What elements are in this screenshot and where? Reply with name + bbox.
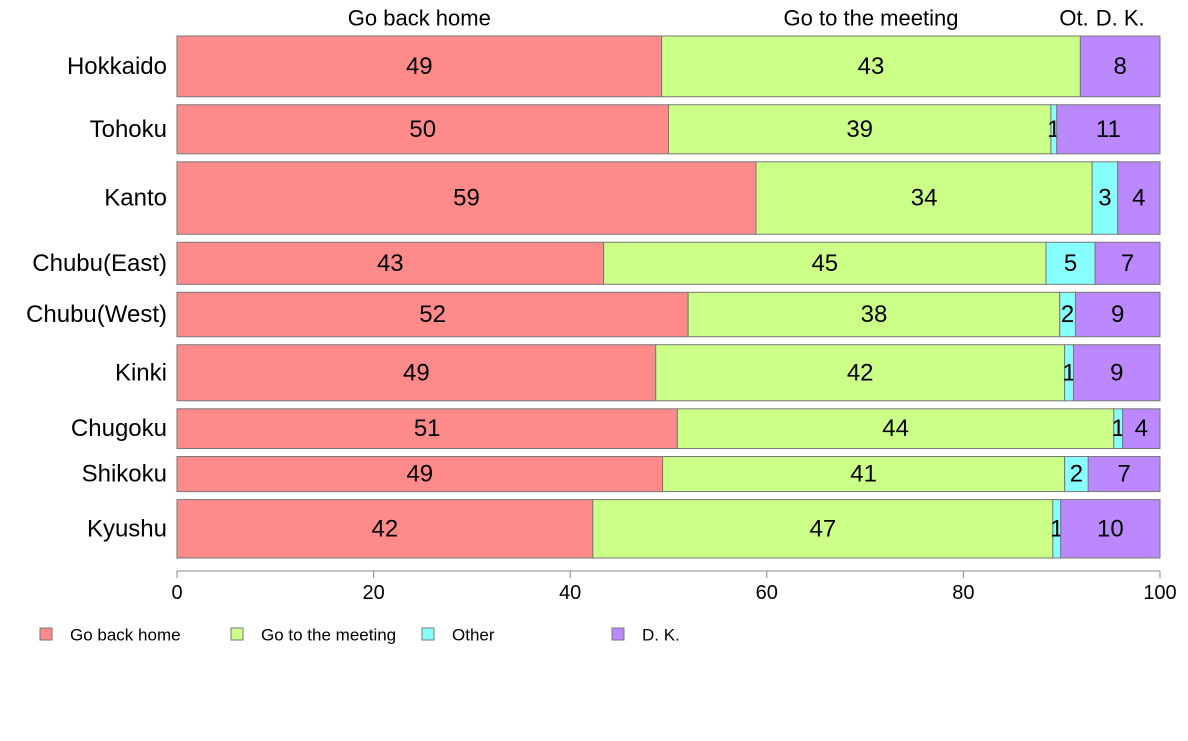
bar-hokkaido-go-back-home <box>176 35 663 98</box>
top-label-d-k: D. K. <box>1096 6 1145 31</box>
data-label-tohoku-go-back-home: 50 <box>409 116 436 143</box>
data-label-kinki-d-k: 9 <box>1110 359 1123 386</box>
data-label-chugoku-d-k: 4 <box>1135 415 1148 442</box>
data-label-chubu-east-go-to-the-meeting: 45 <box>811 250 838 277</box>
data-label-chugoku-go-back-home: 51 <box>414 415 441 442</box>
bar-kyushu-go-to-the-meeting <box>592 499 1054 559</box>
bar-kyushu-d-k <box>1060 499 1161 559</box>
category-label-chugoku: Chugoku <box>71 415 167 442</box>
bar-kanto-go-to-the-meeting <box>755 161 1093 235</box>
bar-chugoku-go-back-home <box>176 408 678 450</box>
data-label-chubu-west-go-back-home: 52 <box>419 301 446 328</box>
category-label-hokkaido: Hokkaido <box>67 53 167 80</box>
bar-chugoku-go-to-the-meeting <box>676 408 1115 450</box>
data-label-kanto-go-to-the-meeting: 34 <box>911 185 938 212</box>
bar-shikoku-go-to-the-meeting <box>662 456 1066 493</box>
bar-kanto-go-back-home <box>176 161 757 235</box>
bar-kinki-d-k <box>1072 344 1161 402</box>
x-tick-label-40: 40 <box>559 582 581 604</box>
category-label-kyushu: Kyushu <box>87 515 167 542</box>
bar-chubu-west-d-k <box>1074 291 1161 338</box>
data-label-chubu-east-other: 5 <box>1064 250 1077 277</box>
data-label-kanto-go-back-home: 59 <box>453 185 480 212</box>
data-label-chubu-east-go-back-home: 43 <box>377 250 404 277</box>
bar-chubu-west-go-to-the-meeting <box>687 291 1061 338</box>
data-label-shikoku-go-back-home: 49 <box>406 461 433 488</box>
bar-shikoku-d-k <box>1087 456 1161 493</box>
bar-chubu-west-go-back-home <box>176 291 689 338</box>
legend-swatch-go-back-home <box>39 627 53 641</box>
x-tick-label-20: 20 <box>362 582 384 604</box>
legend-swatch-go-to-the-meeting <box>230 627 244 641</box>
data-label-kyushu-go-back-home: 42 <box>372 515 399 542</box>
x-tick-label-0: 0 <box>171 582 182 604</box>
data-label-chubu-east-d-k: 7 <box>1121 250 1134 277</box>
bar-chubu-east-d-k <box>1094 241 1161 285</box>
category-label-chubu-west: Chubu(West) <box>26 301 167 328</box>
bar-tohoku-d-k <box>1056 104 1161 155</box>
bar-kyushu-go-back-home <box>176 499 594 559</box>
data-label-kyushu-d-k: 10 <box>1097 515 1124 542</box>
bar-kanto-other <box>1091 161 1119 235</box>
bar-kanto-d-k <box>1117 161 1161 235</box>
data-label-kyushu-go-to-the-meeting: 47 <box>809 515 836 542</box>
top-label-go-back-home: Go back home <box>348 6 491 31</box>
legend-label-go-back-home: Go back home <box>70 626 181 645</box>
bar-kinki-go-to-the-meeting <box>655 344 1066 402</box>
data-label-chubu-west-d-k: 9 <box>1111 301 1124 328</box>
legend-label-d-k: D. K. <box>642 626 680 645</box>
legend-swatch-other <box>421 627 435 641</box>
data-label-shikoku-d-k: 7 <box>1117 461 1130 488</box>
data-label-hokkaido-go-to-the-meeting: 43 <box>858 53 885 80</box>
bar-chubu-east-go-to-the-meeting <box>603 241 1047 285</box>
bar-tohoku-go-to-the-meeting <box>668 104 1052 155</box>
category-label-kinki: Kinki <box>115 359 167 386</box>
data-label-kanto-other: 3 <box>1098 185 1111 212</box>
top-label-other: Ot. <box>1059 6 1088 31</box>
legend-label-other: Other <box>452 626 495 645</box>
bar-chubu-east-other <box>1045 241 1096 285</box>
bar-hokkaido-d-k <box>1079 35 1161 98</box>
category-label-chubu-east: Chubu(East) <box>32 250 167 277</box>
data-label-chugoku-go-to-the-meeting: 44 <box>882 415 909 442</box>
bar-hokkaido-go-to-the-meeting <box>661 35 1081 98</box>
data-label-chubu-west-other: 2 <box>1061 301 1074 328</box>
bar-shikoku-go-back-home <box>176 456 664 493</box>
data-label-hokkaido-d-k: 8 <box>1114 53 1127 80</box>
bar-chugoku-d-k <box>1122 408 1161 450</box>
category-label-shikoku: Shikoku <box>82 461 167 488</box>
top-label-go-to-the-meeting: Go to the meeting <box>784 6 959 31</box>
category-label-tohoku: Tohoku <box>90 116 167 143</box>
data-label-hokkaido-go-back-home: 49 <box>406 53 433 80</box>
bar-tohoku-go-back-home <box>176 104 669 155</box>
x-tick-label-100: 100 <box>1143 582 1176 604</box>
data-label-kyushu-other: 1 <box>1050 515 1063 542</box>
bar-chubu-east-go-back-home <box>176 241 605 285</box>
legend-swatch-d-k <box>611 627 625 641</box>
x-tick-label-80: 80 <box>952 582 974 604</box>
data-label-chugoku-other: 1 <box>1112 415 1125 442</box>
data-label-kanto-d-k: 4 <box>1132 185 1145 212</box>
data-label-shikoku-other: 2 <box>1070 461 1083 488</box>
category-label-kanto: Kanto <box>104 185 167 212</box>
data-label-kinki-go-to-the-meeting: 42 <box>847 359 874 386</box>
data-label-tohoku-go-to-the-meeting: 39 <box>846 116 873 143</box>
legend-label-go-to-the-meeting: Go to the meeting <box>261 626 396 645</box>
data-label-kinki-other: 1 <box>1062 359 1075 386</box>
data-label-kinki-go-back-home: 49 <box>403 359 430 386</box>
data-label-shikoku-go-to-the-meeting: 41 <box>850 461 877 488</box>
x-tick-label-60: 60 <box>756 582 778 604</box>
data-label-chubu-west-go-to-the-meeting: 38 <box>861 301 888 328</box>
data-label-tohoku-d-k: 11 <box>1096 116 1121 143</box>
